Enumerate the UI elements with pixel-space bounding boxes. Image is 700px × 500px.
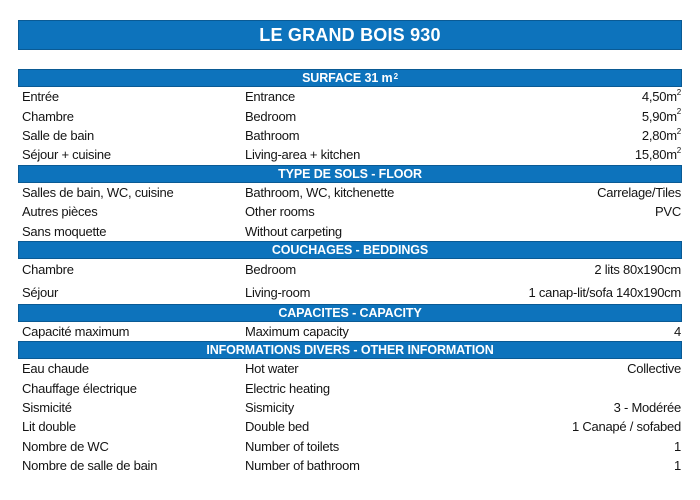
- section-header-label: SURFACE 31 m: [302, 71, 393, 85]
- cell-french: Chambre: [22, 262, 74, 278]
- table-row: Chauffage électrique Electric heating: [18, 379, 682, 398]
- cell-value: Collective: [627, 361, 682, 376]
- value-text: 1: [674, 458, 681, 474]
- value-text: 3 - Modérée: [613, 400, 682, 416]
- value-text: 4: [674, 323, 681, 339]
- cell-french: Autres pièces: [22, 204, 98, 220]
- cell-value: 2 lits 80x190cm: [594, 262, 682, 277]
- cell-french: Lit double: [22, 419, 76, 435]
- cell-english: Bedroom: [245, 108, 296, 124]
- cell-english: Living-area + kitchen: [245, 147, 361, 163]
- cell-french: Capacité maximum: [22, 323, 130, 339]
- cell-french: Sans moquette: [22, 223, 107, 239]
- cell-value: PVC: [655, 204, 682, 219]
- cell-french: Séjour: [22, 284, 59, 300]
- section-header: TYPE DE SOLS - FLOOR: [18, 164, 682, 183]
- table-row: Entrée Entrance 4,50m2: [18, 87, 682, 106]
- cell-french: Séjour + cuisine: [22, 147, 111, 163]
- table-row: Capacité maximum Maximum capacity 4: [18, 322, 682, 341]
- cell-french: Nombre de salle de bain: [22, 458, 158, 474]
- table-row: Autres pièces Other rooms PVC: [18, 202, 682, 221]
- superscript: 2: [676, 146, 681, 156]
- value-text: Carrelage/Tiles: [597, 184, 681, 200]
- cell-french: Chauffage électrique: [22, 380, 137, 396]
- cell-english: Double bed: [245, 419, 309, 435]
- cell-value: 1 canap-lit/sofa 140x190cm: [529, 285, 682, 300]
- table-row: Nombre de salle de bain Number of bathroo…: [18, 456, 682, 475]
- table-row: Eau chaude Hot water Collective: [18, 359, 682, 378]
- cell-value: 15,80m2: [634, 146, 682, 163]
- value-text: Collective: [627, 361, 681, 377]
- table-row: Chambre Bedroom 5,90m2: [18, 106, 682, 125]
- value-text: 15,80m: [634, 147, 677, 163]
- cell-french: Salle de bain: [22, 127, 94, 143]
- cell-value: 4,50m2: [641, 87, 682, 105]
- table-row: Séjour + cuisine Living-area + kitchen 15,…: [18, 145, 682, 164]
- cell-english: Living-room: [245, 284, 311, 300]
- cell-french: Salles de bain, WC, cuisine: [22, 184, 174, 200]
- value-text: 2 lits 80x190cm: [594, 262, 681, 278]
- table-row: Salle de bain Bathroom 2,80m2: [18, 126, 682, 145]
- cell-english: Number of toilets: [245, 438, 340, 454]
- superscript: 2: [676, 87, 681, 97]
- cell-english: Entrance: [245, 89, 296, 105]
- cell-value: 1: [674, 439, 682, 454]
- section-header: COUCHAGES - BEDDINGS: [18, 240, 682, 259]
- cell-value: 1: [674, 458, 682, 473]
- cell-english: Maximum capacity: [245, 323, 349, 339]
- section-header-label: TYPE DE SOLS - FLOOR: [278, 166, 422, 181]
- section-header-label: CAPACITES - CAPACITY: [278, 305, 422, 320]
- cell-french: Sismicité: [22, 400, 72, 416]
- table-row: Chambre Bedroom 2 lits 80x190cm: [18, 259, 682, 282]
- cell-french: Chambre: [22, 108, 74, 124]
- cell-english: Bathroom, WC, kitchenette: [245, 184, 395, 200]
- table-row: Nombre de WC Number of toilets 1: [18, 437, 682, 456]
- cell-value: 5,90m2: [641, 107, 682, 124]
- section-header-label: INFORMATIONS DIVERS - OTHER INFORMATION: [206, 343, 494, 358]
- title-bar: LE GRAND BOIS 930: [18, 20, 682, 50]
- value-text: 2,80m: [641, 127, 677, 143]
- value-text: 5,90m: [641, 108, 677, 124]
- cell-english: Sismicity: [245, 400, 295, 416]
- value-text: 1: [674, 438, 681, 454]
- table-row: Salles de bain, WC, cuisine Bathroom, WC,…: [18, 183, 682, 202]
- table-row: Séjour Living-room 1 canap-lit/sofa 140x19…: [18, 281, 682, 304]
- spec-table: SURFACE 31 m 2 Entrée Entrance 4,50m2 Chambre…: [18, 69, 682, 475]
- superscript: 2: [676, 107, 681, 117]
- table-row: Sismicité Sismicity 3 - Modérée: [18, 398, 682, 417]
- section-header: INFORMATIONS DIVERS - OTHER INFORMATION: [18, 341, 682, 360]
- value-text: 1 Canapé / sofabed: [572, 419, 681, 435]
- cell-french: Eau chaude: [22, 361, 89, 377]
- cell-value: 4: [674, 324, 682, 339]
- cell-value: 2,80m2: [641, 126, 682, 143]
- cell-english: Electric heating: [245, 380, 330, 396]
- cell-english: Without carpeting: [245, 223, 342, 239]
- cell-french: Nombre de WC: [22, 438, 109, 454]
- superscript: 2: [676, 126, 681, 136]
- cell-value: 3 - Modérée: [614, 400, 682, 415]
- cell-english: Bathroom: [245, 127, 300, 143]
- section-header: CAPACITES - CAPACITY: [18, 303, 682, 322]
- value-text: PVC: [655, 204, 681, 220]
- cell-english: Hot water: [245, 361, 299, 377]
- table-row: Lit double Double bed 1 Canapé / sofabed: [18, 417, 682, 436]
- cell-english: Number of bathroom: [245, 458, 360, 474]
- cell-value: 1 Canapé / sofabed: [572, 419, 682, 434]
- cell-english: Other rooms: [245, 204, 315, 220]
- cell-french: Entrée: [22, 89, 59, 105]
- value-text: 4,50m: [641, 89, 677, 105]
- cell-english: Bedroom: [245, 262, 296, 278]
- table-row: Sans moquette Without carpeting: [18, 221, 682, 240]
- section-header-label: COUCHAGES - BEDDINGS: [271, 242, 429, 257]
- page-title: LE GRAND BOIS 930: [259, 24, 441, 45]
- cell-value: Carrelage/Tiles: [597, 185, 682, 200]
- value-text: 1 canap-lit/sofa 140x190cm: [528, 284, 682, 300]
